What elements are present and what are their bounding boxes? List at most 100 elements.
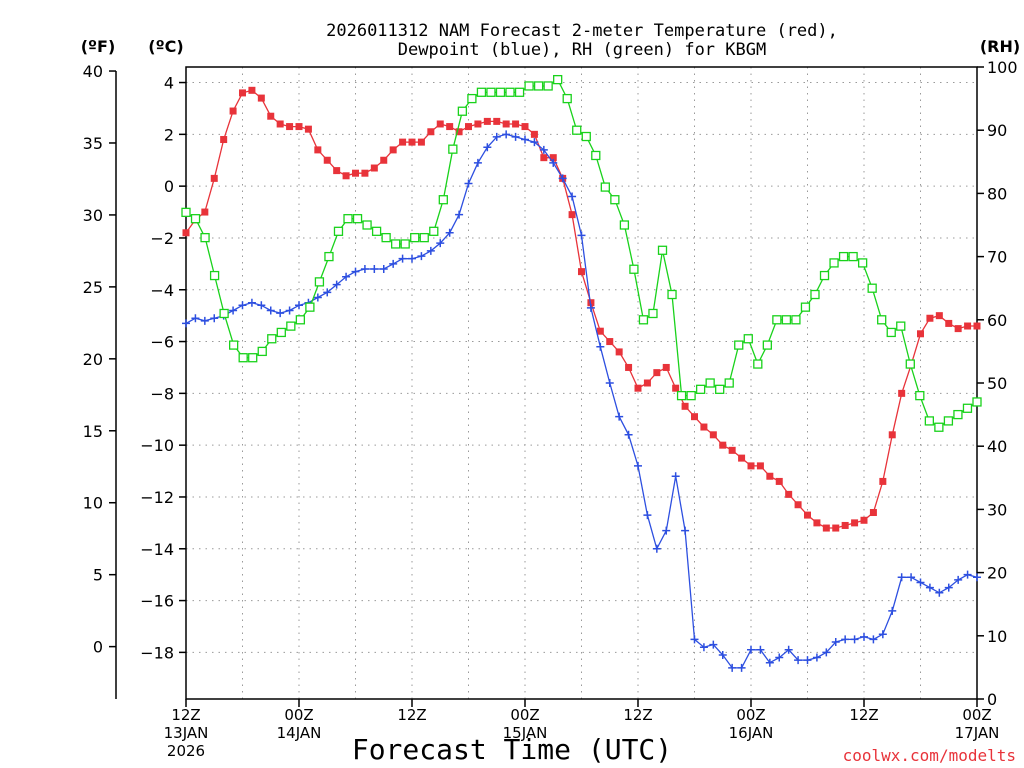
rh-point xyxy=(286,321,296,331)
dewpoint-point xyxy=(483,143,492,152)
temperature-point xyxy=(182,229,190,237)
temperature-point xyxy=(408,138,416,146)
rh-point xyxy=(562,93,572,104)
dewpoint-point xyxy=(266,306,275,315)
temperature-point xyxy=(691,413,698,421)
temperature-point xyxy=(361,169,369,177)
rh-point xyxy=(943,416,954,426)
temperature-point xyxy=(869,509,877,517)
rh-point xyxy=(648,308,658,319)
dewpoint-point xyxy=(351,267,360,276)
rh-point xyxy=(209,270,220,281)
rh-point xyxy=(915,390,925,401)
dewpoint-point xyxy=(455,210,464,219)
rh-point xyxy=(676,390,687,401)
rh-point xyxy=(486,87,496,97)
rh-point xyxy=(190,214,201,224)
dewpoint-point xyxy=(473,158,482,167)
dewpoint-point xyxy=(379,265,388,274)
dewpoint-point xyxy=(718,650,727,659)
dewpoint-point xyxy=(737,663,746,672)
rh-point xyxy=(419,232,429,243)
dewpoint-point xyxy=(605,379,614,387)
rh-point xyxy=(181,207,191,218)
dewpoint-point xyxy=(728,663,737,672)
celsius-tick-label: −18 xyxy=(140,643,174,662)
temperature-point xyxy=(935,312,943,320)
temperature-point xyxy=(474,120,482,128)
x-tick-label: 12Z xyxy=(397,706,426,724)
dewpoint-point xyxy=(634,461,642,470)
dewpoint-point xyxy=(963,570,972,579)
celsius-tick-label: −8 xyxy=(150,384,174,403)
dewpoint-point xyxy=(624,430,633,439)
temperature-point xyxy=(643,379,651,387)
temperature-point xyxy=(964,322,972,330)
dewpoint-point xyxy=(238,301,247,310)
celsius-tick-label: −4 xyxy=(150,281,174,300)
rh-point xyxy=(314,277,325,287)
dewpoint-point xyxy=(907,573,916,582)
dewpoint-point xyxy=(332,280,341,289)
dewpoint-point xyxy=(200,316,209,325)
rh-point xyxy=(438,195,448,205)
dewpoint-point xyxy=(229,306,238,315)
temperature-point xyxy=(342,172,350,180)
x-tick-label: 2026 xyxy=(167,742,205,760)
rh-point xyxy=(657,245,668,255)
temperature-point xyxy=(578,268,585,276)
celsius-tick-label: 2 xyxy=(164,125,174,144)
dewpoint-point xyxy=(841,635,850,644)
rh-point xyxy=(762,340,772,350)
temperature-point xyxy=(832,524,840,532)
temperature-point xyxy=(672,384,680,392)
x-tick-label: 17JAN xyxy=(955,724,1000,742)
temperature-point xyxy=(813,519,821,527)
temperature-point xyxy=(756,462,764,470)
rh-point xyxy=(514,87,525,97)
rh-point xyxy=(295,315,306,325)
dewpoint-point xyxy=(417,252,426,261)
dewpoint-point xyxy=(671,472,680,481)
dewpoint-point xyxy=(492,132,501,141)
dewpoint-point xyxy=(690,635,699,644)
rh-point xyxy=(305,302,315,312)
rh-point xyxy=(429,226,439,236)
rh-point xyxy=(886,327,896,338)
dewpoint-point xyxy=(210,314,219,323)
rh-point xyxy=(257,346,267,357)
temperature-point xyxy=(766,472,774,480)
fahrenheit-tick-label: 0 xyxy=(93,638,103,657)
celsius-tick-label: −10 xyxy=(140,436,174,455)
rh-point xyxy=(638,315,649,325)
rh-point xyxy=(400,239,410,249)
dewpoint-point xyxy=(247,298,256,307)
rh-point xyxy=(934,422,944,432)
temperature-point xyxy=(521,123,529,131)
dewpoint-point xyxy=(916,578,925,587)
temperature-point xyxy=(465,123,472,131)
temperature-point xyxy=(822,524,830,532)
temperature-point xyxy=(653,369,661,377)
rh-point xyxy=(819,270,830,281)
temperature-point xyxy=(512,120,520,128)
dewpoint-point xyxy=(568,192,577,201)
temperature-point xyxy=(248,86,256,94)
x-tick-label: 16JAN xyxy=(729,724,774,742)
dewpoint-point xyxy=(709,640,718,649)
dewpoint-point xyxy=(784,645,793,654)
rh-point xyxy=(238,353,248,363)
temperature-point xyxy=(804,511,811,519)
celsius-tick-label: −14 xyxy=(140,540,174,559)
rh-unit-label: (RH) xyxy=(980,37,1020,56)
temperature-point xyxy=(286,123,294,131)
grid-lines xyxy=(186,67,977,699)
dewpoint-point xyxy=(558,174,567,183)
dewpoint-series xyxy=(182,130,981,672)
dewpoint-point xyxy=(860,632,868,641)
x-tick-label: 00Z xyxy=(510,706,539,724)
rh-tick-label: 100 xyxy=(987,58,1018,77)
rh-tick-label: 10 xyxy=(987,627,1007,646)
rh-line xyxy=(185,78,978,428)
fahrenheit-tick-label: 35 xyxy=(83,134,103,153)
